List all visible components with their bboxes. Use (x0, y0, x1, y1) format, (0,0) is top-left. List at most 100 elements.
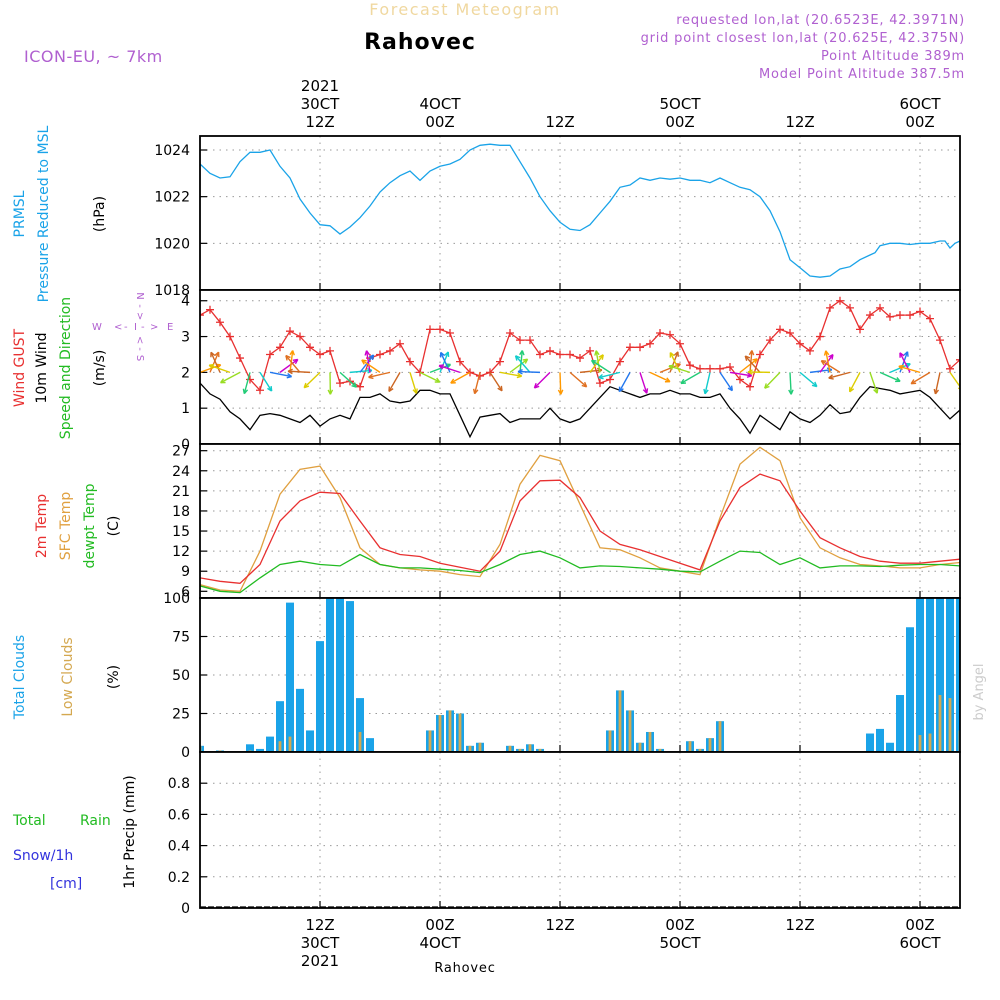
precip-ytick-label: 0.8 (168, 776, 190, 792)
wind-direction-arrowhead (669, 352, 675, 358)
wind-gust-point (276, 343, 284, 352)
compass-dash-bottom: - (134, 347, 145, 351)
wind-direction-arrowhead (287, 368, 293, 375)
wind-ytick-label: 0 (181, 437, 190, 453)
wind-direction-arrow (729, 371, 752, 377)
wind-direction-arrowhead (434, 377, 441, 383)
temperature-marks (200, 446, 960, 594)
compass-s: S (134, 355, 145, 361)
wind-direction-arrow (591, 359, 611, 373)
wind-direction-arrow (598, 371, 621, 379)
pressure-panel: 1018 1020 1022 1024 (154, 135, 961, 299)
wind-gust-point (806, 346, 814, 355)
wind-gust-point (556, 350, 564, 359)
wind-gust-point (646, 339, 654, 348)
wind-gust-point (246, 375, 254, 384)
low-cloud-bar (928, 733, 932, 752)
wind-gust-point (636, 343, 644, 352)
low-cloud-bar (458, 713, 462, 752)
wind-direction-arrow (365, 350, 371, 373)
wind-direction-arrowhead (957, 387, 960, 390)
temperature-panel-background (200, 444, 960, 598)
bottom-time-label: 4OCT (420, 934, 462, 952)
compass-n: N (134, 292, 145, 299)
wind-direction-arrowhead (746, 372, 753, 378)
low-cloud-bar (538, 748, 542, 752)
temperature-ytick-label: 18 (172, 504, 190, 520)
clouds-panel-background (200, 598, 960, 752)
wind-gust-point (256, 386, 264, 395)
wind-gust-point (446, 328, 454, 337)
total-cloud-bar (916, 598, 924, 752)
wind-direction-arrow (799, 371, 818, 388)
wind-speed-line (200, 382, 960, 439)
cloud-label-total: Total Clouds (12, 635, 28, 720)
precip-label-axis: 1hr Precip (mm) (122, 775, 138, 888)
wind-direction-arrowhead (242, 388, 249, 395)
clouds-ytick-label: 50 (172, 668, 190, 684)
wind-gust-point (236, 354, 244, 363)
temperature-ytick-label: 12 (172, 544, 190, 560)
wind-label-direction: Speed and Direction (58, 297, 74, 439)
wind-direction-arrow (949, 371, 960, 388)
wind-direction-arrow (639, 372, 648, 394)
wind-gust-point (656, 328, 664, 337)
wind-gust-point (746, 382, 754, 391)
wind-labels: Wind GUST 10m Wind Speed and Direction (… (12, 297, 108, 439)
wind-direction-arrow (533, 371, 551, 389)
wind-direction-arrowhead (388, 386, 394, 393)
low-cloud-bar (638, 742, 642, 752)
temp-label-dew: dewpt Temp (82, 483, 98, 568)
low-cloud-bar (938, 695, 942, 752)
wind-direction-arrow (618, 372, 631, 392)
low-cloud-bar (648, 731, 652, 752)
temperature-labels: 2m Temp SFC Temp dewpt Temp (C) (34, 483, 122, 568)
wind-direction-arrow (934, 372, 941, 395)
wind-direction-arrowhead (516, 372, 523, 379)
wind-direction-arrowhead (514, 355, 521, 361)
low-cloud-bar (508, 745, 512, 752)
wind-gust-point (906, 311, 914, 320)
wind-ytick-label: 4 (181, 294, 190, 310)
wind-gust-point (456, 357, 464, 366)
wind-direction-arrowhead (220, 378, 226, 384)
wind-direction-arrowhead (933, 388, 940, 395)
precip-panel-border (199, 751, 961, 909)
compass-e: E (167, 322, 173, 333)
compass-dash-top: - (134, 304, 145, 308)
point-altitude: Point Altitude 389m (821, 49, 965, 64)
clouds-ytick-label: 0 (181, 745, 190, 761)
wind-direction-arrowhead (673, 351, 679, 357)
total-cloud-bar (246, 744, 254, 752)
wind-gust-point (846, 303, 854, 312)
pressure-line (200, 143, 960, 278)
total-cloud-bar (200, 745, 204, 752)
wind-gust-point (936, 336, 944, 345)
wind-direction-arrowhead (472, 388, 479, 395)
wind-direction-arrowhead (788, 389, 794, 395)
clouds-ytick-label: 25 (172, 707, 190, 723)
total-cloud-bar (956, 598, 960, 752)
wind-gust-point (566, 350, 574, 359)
total-cloud-bar (306, 730, 314, 752)
wind-gust-point (836, 296, 844, 305)
wind-direction-arrowhead (519, 350, 525, 356)
pressure-panel-background (200, 136, 960, 290)
wind-direction-arrowhead (289, 350, 295, 356)
wind-gust-point (856, 325, 864, 334)
compass-center: I (134, 322, 137, 333)
wind-direction-arrow (849, 372, 861, 393)
low-cloud-bar (518, 748, 522, 752)
wind-direction-arrow (879, 371, 901, 382)
wind-ytick-label: 3 (181, 330, 190, 346)
wind-gust-point (296, 332, 304, 341)
wind-direction-arrow (569, 371, 588, 388)
wind-gust-point (626, 343, 634, 352)
wind-direction-arrow (220, 371, 241, 384)
wind-direction-arrowhead (581, 381, 588, 388)
credit: by Angel (972, 663, 987, 720)
wind-direction-arrowhead (438, 364, 445, 370)
compass-bar-left: - (124, 322, 128, 333)
top-time-label: 12Z (545, 113, 574, 131)
